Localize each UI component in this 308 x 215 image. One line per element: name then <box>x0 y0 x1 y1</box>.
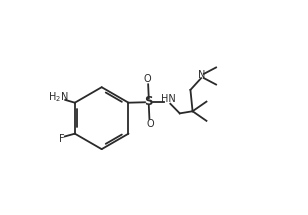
Text: N: N <box>198 70 206 80</box>
Text: O: O <box>146 120 154 129</box>
Text: H$_2$N: H$_2$N <box>47 90 68 104</box>
Text: HN: HN <box>161 94 176 104</box>
Text: O: O <box>144 74 152 84</box>
Text: F: F <box>59 134 65 144</box>
Text: S: S <box>144 95 153 108</box>
